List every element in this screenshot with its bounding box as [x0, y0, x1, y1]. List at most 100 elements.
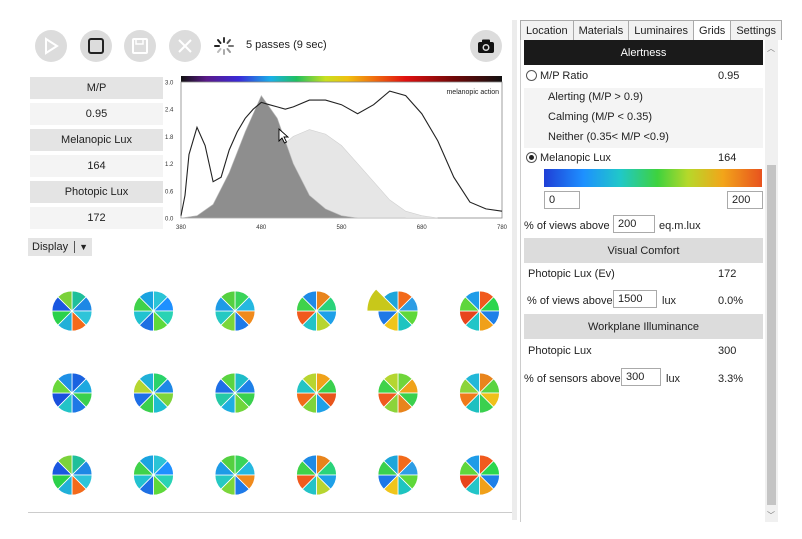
photopic-ev-label: Photopic Lux (Ev) — [528, 268, 615, 280]
sensor-pie-slice — [138, 290, 154, 312]
stop-button[interactable] — [80, 30, 112, 62]
sensor-pie-slice — [57, 372, 73, 394]
sensor-pie-slice — [366, 288, 399, 312]
vc-views-above-input[interactable]: 1500 — [613, 290, 657, 308]
sensor-pie[interactable] — [377, 372, 419, 414]
photopic-lux-value: 172 — [30, 207, 163, 229]
tab-bar: Location Materials Luminaires Grids Sett… — [520, 20, 783, 40]
sensor-pie[interactable] — [296, 290, 337, 332]
spinner-icon — [214, 37, 234, 55]
melanopic-lux-label: Melanopic Lux — [30, 129, 163, 151]
alerting-row: Alerting (M/P > 0.9) — [524, 88, 763, 108]
range-max-input[interactable]: 200 — [727, 191, 763, 209]
mp-ratio-radio[interactable] — [526, 70, 537, 81]
tab-settings[interactable]: Settings — [730, 20, 783, 40]
melanopic-lux-value: 164 — [30, 155, 163, 177]
sensor-grid-view[interactable] — [28, 258, 512, 513]
views-above-label: % of views above — [524, 220, 610, 232]
x-tick-label: 680 — [417, 225, 428, 231]
camera-button[interactable] — [470, 30, 502, 62]
sensor-pie[interactable] — [296, 372, 337, 414]
sensor-pie[interactable] — [214, 372, 256, 414]
cancel-button[interactable] — [169, 30, 201, 62]
scroll-up-icon[interactable]: ︿ — [767, 44, 775, 53]
sensor-pie[interactable] — [366, 288, 419, 332]
scroll-down-icon[interactable]: ﹀ — [767, 511, 775, 520]
sensor-pie[interactable] — [51, 372, 93, 414]
save-button[interactable] — [124, 30, 156, 62]
spectrum-chart: 0.0 0.6 1.2 1.8 2.4 3.0 380 480 580 680 780 melan… — [165, 76, 508, 231]
views-above-unit: eq.m.lux — [659, 220, 701, 232]
sensor-pie[interactable] — [459, 290, 500, 332]
y-tick-label: 3.0 — [165, 81, 174, 87]
sensors-above-input[interactable]: 300 — [621, 368, 661, 386]
chevron-down-icon: ▼ — [79, 242, 88, 252]
sensor-pie-slice — [464, 290, 480, 312]
sensor-pie-slice — [220, 372, 236, 394]
mouse-cursor-icon — [278, 128, 290, 144]
vc-views-above-result: 0.0% — [718, 295, 744, 307]
sensor-pie-slice — [301, 454, 317, 476]
melanopic-lux-row-value: 164 — [718, 152, 737, 164]
display-label: Display — [32, 241, 69, 253]
visual-comfort-header: Visual Comfort — [524, 238, 763, 263]
tab-location[interactable]: Location — [520, 20, 574, 40]
sensor-pie[interactable] — [133, 290, 174, 332]
tab-grids[interactable]: Grids — [693, 20, 732, 40]
series-area-melanopic — [180, 94, 406, 219]
mp-ratio-label: M/P Ratio — [540, 70, 589, 82]
vc-views-above-unit: lux — [662, 295, 677, 307]
alerting-label: Alerting (M/P > 0.9) — [548, 91, 643, 103]
range-min-input[interactable]: 0 — [544, 191, 580, 209]
melanopic-lux-radio[interactable] — [526, 152, 537, 163]
color-scale-bar — [544, 169, 762, 187]
y-tick-label: 1.8 — [165, 135, 174, 141]
sensor-pie-slice — [138, 372, 154, 394]
stop-icon — [88, 38, 104, 54]
sensor-pie-slice — [138, 454, 154, 476]
sensors-above-label: % of sensors above — [524, 373, 621, 385]
tab-materials[interactable]: Materials — [572, 20, 630, 40]
views-above-input[interactable]: 200 — [613, 215, 655, 233]
tab-luminaires[interactable]: Luminaires — [628, 20, 695, 40]
x-tick-label: 380 — [176, 225, 187, 231]
scrollbar-thumb[interactable] — [767, 165, 776, 505]
sensor-pie-slice — [220, 290, 236, 312]
mp-value: 0.95 — [30, 103, 163, 125]
sensor-pie-slice — [301, 372, 317, 394]
sensors-above-unit: lux — [666, 373, 681, 385]
close-icon — [178, 39, 192, 53]
workplane-photopic-label: Photopic Lux — [528, 345, 592, 357]
mp-ratio-row[interactable]: M/P Ratio 0.95 — [524, 67, 763, 87]
melanopic-lux-row[interactable]: Melanopic Lux 164 — [524, 149, 763, 169]
neither-label: Neither (0.35< M/P <0.9) — [548, 131, 669, 143]
sensor-pie[interactable] — [51, 290, 93, 332]
sensor-pie[interactable] — [214, 454, 256, 496]
x-tick-label: 480 — [256, 225, 267, 231]
sensor-pie[interactable] — [459, 454, 500, 496]
sensor-pie[interactable] — [51, 454, 93, 496]
sensor-pie-slice — [464, 454, 480, 476]
workplane-photopic-row: Photopic Lux 300 — [524, 342, 763, 362]
sensor-pie[interactable] — [459, 372, 500, 414]
neither-row: Neither (0.35< M/P <0.9) — [524, 128, 763, 148]
sensor-pie[interactable] — [377, 454, 419, 496]
workplane-photopic-value: 300 — [718, 345, 737, 357]
sensor-grid — [51, 288, 500, 496]
play-button[interactable] — [35, 30, 67, 62]
x-tick-label: 580 — [336, 225, 347, 231]
sensor-pie[interactable] — [133, 372, 174, 414]
panel-splitter[interactable] — [512, 20, 517, 520]
sensor-pie-slice — [301, 290, 317, 312]
sensor-pie-slice — [383, 454, 399, 476]
sensor-pie[interactable] — [133, 454, 174, 496]
sensor-pie-slice — [464, 372, 480, 394]
sensor-pie-slice — [57, 454, 73, 476]
display-dropdown[interactable]: Display ▼ — [28, 238, 92, 256]
sensor-pie[interactable] — [214, 290, 256, 332]
x-tick-label: 780 — [497, 225, 508, 231]
play-icon — [45, 37, 59, 55]
sensor-pie[interactable] — [296, 454, 337, 496]
sensors-above-result: 3.3% — [718, 373, 744, 385]
series-line-spectrum — [180, 90, 503, 216]
